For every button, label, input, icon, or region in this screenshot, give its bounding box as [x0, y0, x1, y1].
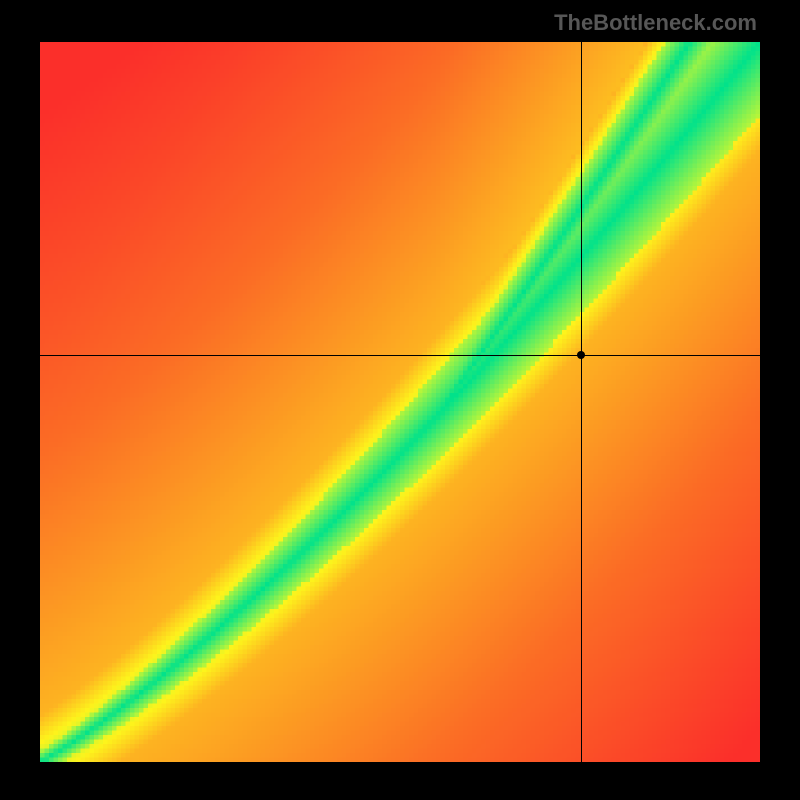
- crosshair-vertical-line: [581, 42, 582, 762]
- selection-marker-dot: [577, 351, 585, 359]
- crosshair-horizontal-line: [40, 355, 760, 356]
- bottleneck-heatmap-chart: TheBottleneck.com: [0, 0, 800, 800]
- heatmap-canvas: [40, 42, 760, 762]
- watermark-text: TheBottleneck.com: [554, 10, 757, 36]
